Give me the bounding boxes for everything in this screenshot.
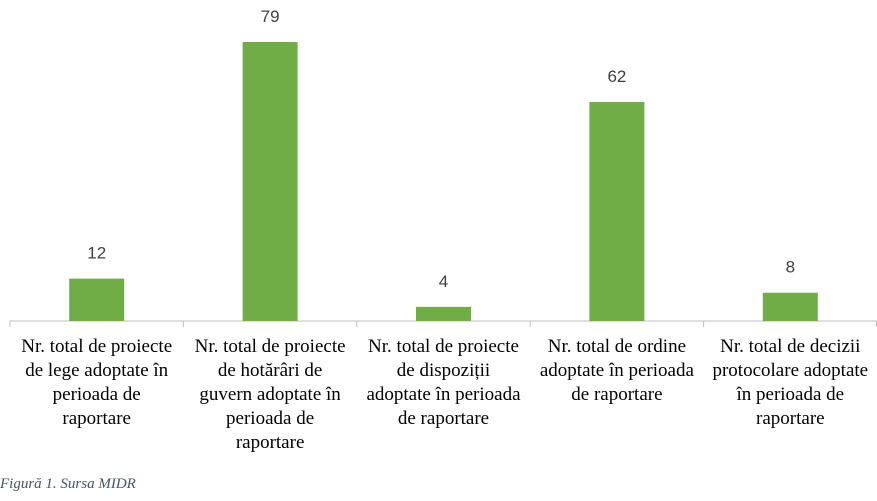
bar [416,306,471,321]
x-tick-label: Nr. total de proiecte de hotărâri de guv… [194,336,346,453]
data-label: 4 [439,272,448,291]
data-label: 12 [87,244,106,263]
x-tick-label: Nr. total de proiecte de lege adoptate î… [21,336,173,429]
x-tick-label: Nr. total de ordine adoptate în perioada… [539,336,694,405]
bar [762,292,818,321]
x-tick-label: Nr. total de decizii protocolare adoptat… [712,336,869,429]
x-tick-label: Nr. total de proiecte de dispoziții adop… [366,336,521,429]
bar [589,102,645,322]
bar [242,42,298,321]
data-label: 62 [607,67,626,86]
data-label: 8 [786,258,795,277]
bar [69,278,125,321]
caption: Figură 1. Sursa MIDR [0,476,136,492]
data-label: 79 [261,7,280,26]
